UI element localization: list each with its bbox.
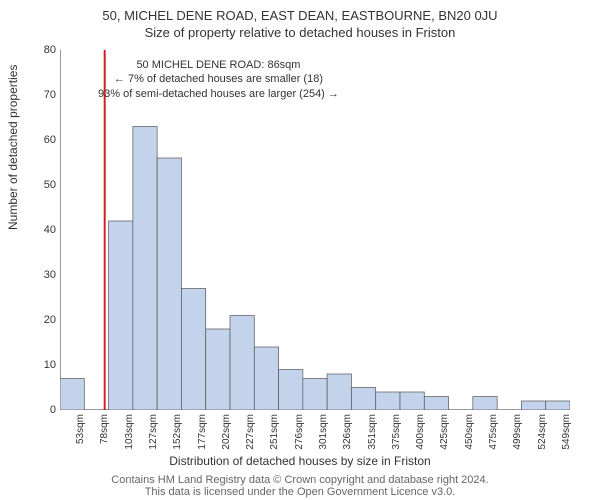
bar bbox=[400, 392, 424, 410]
bar bbox=[279, 370, 303, 411]
bar bbox=[303, 379, 327, 411]
chart-area: 50 MICHEL DENE ROAD: 86sqm ← 7% of detac… bbox=[60, 50, 570, 410]
x-tick-label: 127sqm bbox=[148, 414, 159, 450]
y-tick-label: 60 bbox=[44, 134, 56, 146]
page-title: 50, MICHEL DENE ROAD, EAST DEAN, EASTBOU… bbox=[0, 0, 600, 23]
bar bbox=[254, 347, 278, 410]
bar bbox=[230, 316, 254, 411]
x-tick-label: 499sqm bbox=[512, 414, 523, 450]
x-tick-label: 251sqm bbox=[269, 414, 280, 450]
annotation-line3: 93% of semi-detached houses are larger (… bbox=[98, 87, 339, 101]
x-tick-label: 78sqm bbox=[99, 414, 110, 444]
bar bbox=[60, 379, 84, 411]
y-tick-container: 01020304050607080 bbox=[40, 50, 60, 410]
chart-plot bbox=[60, 50, 570, 410]
y-tick-label: 0 bbox=[50, 404, 56, 416]
bar bbox=[327, 374, 351, 410]
bar bbox=[206, 329, 230, 410]
x-tick-container: 53sqm 78sqm 103sqm 127sqm 152sqm 177sqm 202sqm… bbox=[60, 410, 570, 450]
y-tick-label: 70 bbox=[44, 89, 56, 101]
x-tick-label: 375sqm bbox=[391, 414, 402, 450]
bar bbox=[181, 289, 205, 411]
bar bbox=[351, 388, 375, 411]
bar bbox=[473, 397, 497, 411]
footer-note: Contains HM Land Registry data © Crown c… bbox=[0, 474, 600, 498]
bar bbox=[157, 158, 181, 410]
x-tick-label: 549sqm bbox=[561, 414, 572, 450]
x-tick-label: 351sqm bbox=[367, 414, 378, 450]
x-axis-label: Distribution of detached houses by size … bbox=[0, 454, 600, 468]
x-tick-label: 475sqm bbox=[488, 414, 499, 450]
x-tick-label: 53sqm bbox=[75, 414, 86, 444]
y-tick-label: 30 bbox=[44, 269, 56, 281]
x-tick-label: 276sqm bbox=[294, 414, 305, 450]
x-tick-label: 450sqm bbox=[464, 414, 475, 450]
y-tick-label: 50 bbox=[44, 179, 56, 191]
bar bbox=[133, 127, 157, 411]
y-tick-label: 20 bbox=[44, 314, 56, 326]
annotation-line1: 50 MICHEL DENE ROAD: 86sqm bbox=[98, 58, 339, 72]
x-tick-label: 301sqm bbox=[318, 414, 329, 450]
x-tick-label: 103sqm bbox=[124, 414, 135, 450]
y-tick-label: 40 bbox=[44, 224, 56, 236]
bar bbox=[109, 221, 133, 410]
x-tick-label: 425sqm bbox=[439, 414, 450, 450]
annotation-line2: ← 7% of detached houses are smaller (18) bbox=[98, 72, 339, 86]
bar bbox=[521, 401, 545, 410]
annotation-box: 50 MICHEL DENE ROAD: 86sqm ← 7% of detac… bbox=[92, 56, 345, 103]
x-tick-label: 227sqm bbox=[245, 414, 256, 450]
x-tick-label: 400sqm bbox=[415, 414, 426, 450]
x-tick-label: 152sqm bbox=[172, 414, 183, 450]
bar bbox=[376, 392, 400, 410]
x-tick-label: 524sqm bbox=[537, 414, 548, 450]
bar bbox=[546, 401, 570, 410]
bar bbox=[424, 397, 448, 411]
y-tick-label: 80 bbox=[44, 44, 56, 56]
x-tick-label: 202sqm bbox=[221, 414, 232, 450]
y-axis-label: Number of detached properties bbox=[6, 65, 20, 230]
x-tick-label: 177sqm bbox=[197, 414, 208, 450]
page-subtitle: Size of property relative to detached ho… bbox=[0, 23, 600, 40]
y-tick-label: 10 bbox=[44, 359, 56, 371]
x-tick-label: 326sqm bbox=[342, 414, 353, 450]
